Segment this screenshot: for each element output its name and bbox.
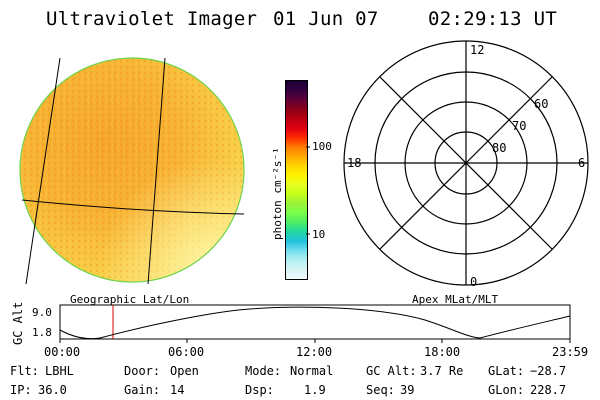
gcalt-label: GC Alt:	[366, 364, 417, 378]
altitude-xtick-1: 06:00	[168, 345, 205, 359]
flt-label: Flt:	[10, 364, 39, 378]
mode-label: Mode:	[245, 364, 282, 378]
flt-value: LBHL	[45, 364, 74, 378]
time-label: 02:29:13 UT	[428, 8, 558, 30]
dsp-value: 1.9	[304, 383, 326, 397]
ip-label: IP:	[10, 383, 32, 397]
glat-value: −28.7	[530, 364, 567, 378]
geographic-label: Geographic Lat/Lon	[70, 293, 190, 306]
dsp-label: Dsp:	[245, 383, 274, 397]
colorbar-tick-100: 100	[312, 140, 332, 153]
altitude-xtick-4: 23:59	[552, 345, 589, 359]
altitude-xtick-3: 18:00	[424, 345, 461, 359]
mode-value: Normal	[290, 364, 334, 378]
colorbar	[285, 80, 308, 280]
door-label: Door:	[124, 364, 161, 378]
mlt-label-12: 12	[470, 43, 485, 57]
seq-label: Seq:	[366, 383, 395, 397]
glon-label: GLon:	[488, 383, 525, 397]
gcalt-value: 3.7 Re	[420, 364, 464, 378]
glat-label: GLat:	[488, 364, 525, 378]
instrument-title: Ultraviolet Imager	[46, 8, 258, 30]
colorbar-tick-10: 10	[312, 228, 326, 241]
altitude-xtick-2: 12:00	[296, 345, 333, 359]
mlt-label-0: 0	[470, 275, 478, 289]
glon-value: 228.7	[530, 383, 567, 397]
seq-value: 39	[400, 383, 415, 397]
altitude-xtick-0: 00:00	[44, 345, 81, 359]
apex-label: Apex MLat/MLT	[412, 293, 499, 306]
altitude-ytick-min: 1.8	[32, 326, 52, 339]
mlt-label-6: 6	[578, 156, 586, 170]
lat-label-80: 80	[492, 141, 507, 155]
ip-value: 36.0	[38, 383, 67, 397]
gain-label: Gain:	[124, 383, 161, 397]
door-value: Open	[170, 364, 199, 378]
lat-label-70: 70	[512, 119, 527, 133]
gain-value: 14	[170, 383, 185, 397]
altitude-ytick-max: 9.0	[32, 306, 52, 319]
mlt-label-18: 18	[347, 156, 362, 170]
lat-label-60: 60	[534, 97, 549, 111]
date-label: 01 Jun 07	[273, 8, 379, 30]
